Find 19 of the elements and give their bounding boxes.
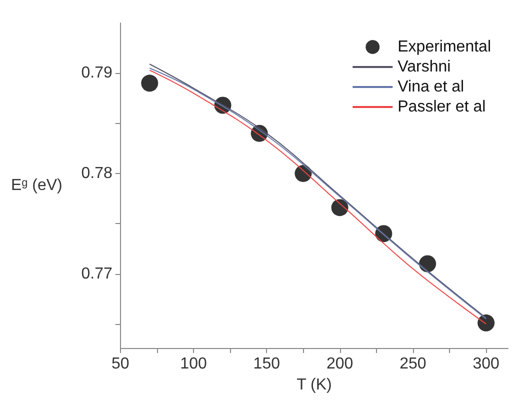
x-tick-label: 150: [253, 356, 280, 372]
point: [141, 74, 158, 92]
point: [419, 255, 436, 272]
x-tick-label: 300: [472, 356, 500, 372]
y-axis-title: Eᵍ (eV): [11, 177, 62, 194]
x-tick-label: 200: [326, 356, 354, 372]
point: [331, 199, 348, 216]
x-axis-title: T (K): [296, 376, 332, 394]
y-tick-label: 0.79: [81, 64, 112, 82]
legend-label: Experimental: [398, 38, 491, 56]
y-tick-label: 0.77: [81, 265, 112, 282]
x-tick-label: 50: [111, 356, 130, 372]
y-tick-label: 0.78: [81, 164, 112, 182]
legend-label: Varshni: [398, 58, 451, 76]
legend-label: Vina et al: [398, 78, 464, 96]
legend-label: Passler et al: [398, 98, 486, 116]
x-tick-label: 100: [180, 356, 207, 372]
point: [478, 314, 495, 332]
x-tick-label: 250: [400, 356, 426, 372]
